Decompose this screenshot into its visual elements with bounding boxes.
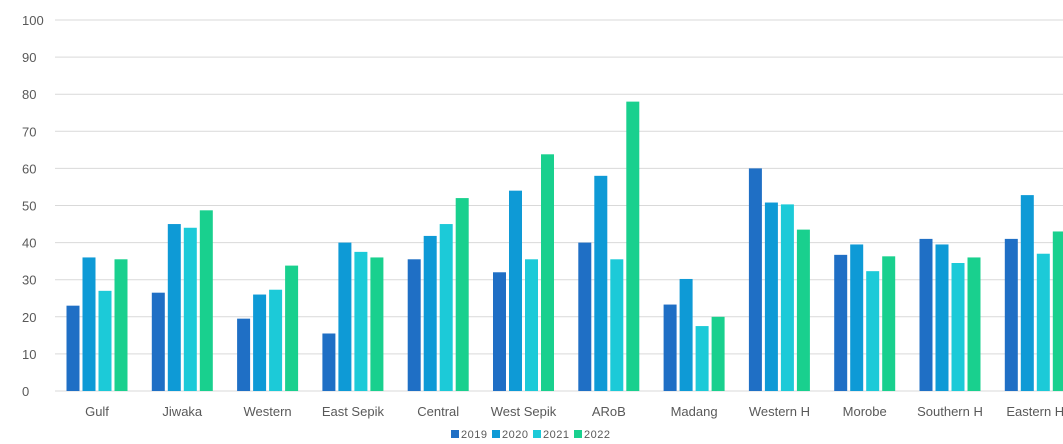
bar-morobe-2021 (866, 271, 880, 391)
bar-west-sepik-2021 (525, 259, 538, 391)
bar-east-sepik-2021 (354, 251, 368, 391)
gridlines (55, 19, 1063, 392)
bar-gulf-2021 (98, 290, 112, 391)
bar-southern-h-2021 (951, 263, 965, 391)
bar-eastern-h-2021 (1036, 253, 1050, 391)
bar-arob-2022 (626, 101, 640, 392)
bar-western-2021 (269, 289, 283, 391)
legend-entry: 2019 (461, 429, 487, 441)
x-category-label: ARoB (592, 404, 626, 419)
bar-western-h-2020 (764, 202, 778, 391)
x-category-label: Eastern H (1006, 404, 1063, 419)
bar-arob-2020 (594, 175, 608, 391)
bar-madang-2020 (679, 278, 693, 391)
legend-entry: 2022 (584, 429, 610, 441)
legend-swatch (492, 430, 500, 438)
bar-eastern-h-2020 (1020, 195, 1034, 391)
bar-central-2020 (423, 235, 437, 391)
x-category-label: Gulf (85, 404, 109, 419)
x-category-label: Jiwaka (162, 404, 203, 419)
bar-west-sepik-2019 (493, 272, 506, 391)
bar-central-2019 (407, 259, 421, 391)
bar-gulf-2019 (66, 305, 80, 391)
x-category-label: Southern H (917, 404, 983, 419)
legend: 2019 2020 2021 2022 (451, 429, 610, 441)
x-category-label: Madang (671, 404, 718, 419)
bar-morobe-2020 (850, 244, 864, 391)
y-tick-label: 60 (22, 161, 36, 176)
bar-arob-2019 (578, 242, 592, 391)
bar-southern-h-2022 (967, 257, 981, 391)
y-tick-label: 100 (22, 13, 44, 28)
bar-west-sepik-2020 (509, 190, 522, 391)
bar-western-h-2019 (748, 168, 762, 391)
legend-entry: 2020 (502, 429, 528, 441)
legend-swatch (451, 430, 459, 438)
bar-east-sepik-2019 (322, 333, 336, 391)
bar-central-2021 (439, 224, 453, 391)
x-category-label: West Sepik (491, 404, 557, 419)
bar-madang-2021 (695, 326, 709, 391)
bar-west-sepik-2022 (541, 154, 554, 391)
y-tick-label: 0 (22, 384, 29, 399)
bar-east-sepik-2022 (370, 257, 384, 391)
bar-gulf-2020 (82, 257, 96, 391)
bar-morobe-2019 (834, 254, 848, 391)
bar-central-2022 (455, 198, 469, 391)
y-tick-label: 90 (22, 50, 36, 65)
bar-jiwaka-2021 (183, 227, 197, 391)
bar-eastern-h-2022 (1052, 231, 1063, 391)
bar-western-h-2022 (796, 229, 810, 391)
bar-eastern-h-2019 (1004, 238, 1018, 391)
x-category-label: Morobe (843, 404, 887, 419)
legend-swatch (574, 430, 582, 438)
y-tick-label: 80 (22, 87, 36, 102)
bar-gulf-2022 (114, 259, 128, 391)
y-tick-label: 50 (22, 199, 36, 214)
x-category-label: Central (417, 404, 459, 419)
bar-madang-2022 (711, 316, 725, 391)
y-tick-label: 20 (22, 310, 36, 325)
legend-entry: 2021 (543, 429, 569, 441)
y-tick-label: 10 (22, 347, 36, 362)
y-tick-label: 30 (22, 273, 36, 288)
legend-swatch (533, 430, 541, 438)
bar-east-sepik-2020 (338, 242, 352, 391)
x-category-label: East Sepik (322, 404, 385, 419)
y-tick-label: 40 (22, 236, 36, 251)
x-category-label: Western (244, 404, 292, 419)
x-category-label: Western H (749, 404, 810, 419)
bar-madang-2019 (663, 304, 677, 391)
bar-southern-h-2019 (919, 238, 933, 391)
bar-southern-h-2020 (935, 244, 949, 391)
bar-western-2022 (285, 265, 299, 391)
x-axis-category-labels: Gulf Jiwaka Western East Sepik Central West S… (85, 404, 1063, 419)
bar-jiwaka-2019 (151, 292, 165, 391)
bar-arob-2021 (610, 259, 624, 391)
bar-jiwaka-2022 (199, 210, 213, 391)
bar-jiwaka-2020 (167, 224, 181, 391)
y-tick-label: 70 (22, 124, 36, 139)
y-axis-tick-labels: 0 10 20 30 40 50 60 70 80 90 100 (22, 13, 44, 399)
bar-western-2020 (253, 294, 267, 391)
bar-western-h-2021 (780, 204, 794, 391)
bars (66, 101, 1063, 392)
bar-morobe-2022 (882, 256, 896, 391)
bar-western-2019 (237, 318, 251, 391)
